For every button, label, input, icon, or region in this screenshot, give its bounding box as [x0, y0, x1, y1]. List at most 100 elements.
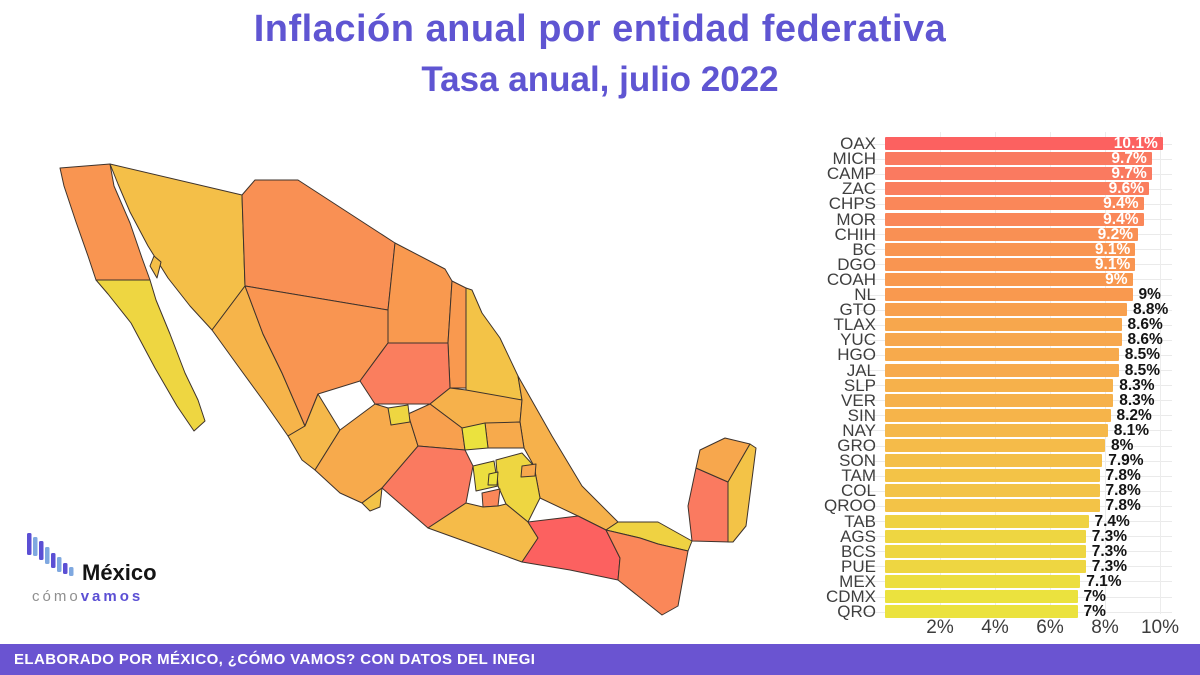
gridline-vertical	[940, 132, 941, 614]
value-label: 7.8%	[1105, 467, 1141, 485]
gridline-horizontal	[860, 249, 1172, 251]
category-label: CHPS	[828, 194, 876, 214]
state-BCS	[95, 279, 206, 432]
category-label: CDMX	[825, 587, 876, 606]
gridline-horizontal	[860, 158, 1172, 160]
gridline-horizontal	[860, 415, 1172, 417]
state-COL	[361, 487, 383, 512]
value-label: 7.4%	[1094, 512, 1130, 530]
category-label: VER	[841, 390, 876, 410]
logo-bar	[45, 547, 50, 564]
bar-QROO	[885, 499, 1100, 513]
state-NL	[447, 280, 467, 389]
category-label: MICH	[832, 149, 876, 169]
x-axis-tick: 8%	[1091, 617, 1119, 638]
gridline-horizontal	[860, 234, 1172, 236]
category-label: JAL	[846, 360, 876, 380]
bar-SLP	[885, 378, 1114, 392]
bar-COL	[885, 484, 1100, 498]
category-label: PUE	[841, 556, 876, 576]
category-label: BC	[852, 239, 876, 259]
bar-QRO	[885, 605, 1078, 619]
bar-NL	[885, 288, 1133, 301]
state-QRO	[461, 422, 489, 451]
value-label: 7.3%	[1091, 542, 1128, 560]
state-SON	[149, 255, 162, 279]
gridline-horizontal	[860, 445, 1172, 447]
bar-BC	[885, 242, 1136, 256]
value-label: 8.1%	[1113, 421, 1150, 439]
gridline-horizontal	[860, 566, 1172, 568]
logo-tagline-como: cómo	[32, 588, 81, 605]
gridline-vertical	[995, 132, 996, 614]
value-label: 7.8%	[1105, 497, 1141, 515]
source-bar: ELABORADO POR MÉXICO, ¿CÓMO VAMOS? CON D…	[0, 644, 1200, 675]
category-label: ZAC	[842, 179, 876, 199]
logo-bar	[63, 563, 68, 574]
category-label: YUC	[840, 330, 876, 350]
bar-GRO	[885, 439, 1105, 452]
category-label: COL	[841, 481, 876, 501]
value-label: 9.7%	[1111, 150, 1147, 168]
x-axis-tick: 10%	[1140, 617, 1180, 638]
gridline-horizontal	[860, 460, 1172, 462]
value-label: 9%	[1105, 270, 1128, 288]
x-axis-tick: 6%	[1036, 617, 1064, 638]
category-label: MEX	[839, 571, 876, 591]
bar-MEX	[885, 574, 1081, 588]
bar-CHIH	[885, 227, 1138, 241]
category-label: MOR	[836, 209, 876, 229]
state-COAH	[387, 242, 453, 344]
logo-bar	[57, 557, 62, 572]
gridline-horizontal	[860, 173, 1172, 175]
map-svg	[59, 163, 757, 616]
value-label: 9.4%	[1103, 195, 1139, 213]
value-label: 8.3%	[1119, 376, 1155, 394]
category-label: OAX	[840, 134, 876, 153]
category-label: SIN	[847, 405, 876, 425]
state-AGS	[387, 404, 411, 426]
gridline-horizontal	[860, 521, 1172, 522]
category-label: NL	[854, 285, 876, 304]
gridline-horizontal	[860, 279, 1172, 281]
page-title: Inflación anual por entidad federativa	[253, 8, 947, 50]
gridline-horizontal	[860, 536, 1172, 538]
bar-TLAX	[885, 318, 1122, 332]
value-label: 8%	[1111, 437, 1134, 454]
value-label: 9.6%	[1108, 180, 1144, 198]
value-label: 7.1%	[1086, 572, 1122, 590]
value-label: 7.3%	[1091, 527, 1128, 545]
bar-CAMP	[885, 167, 1152, 181]
gridline-horizontal	[860, 219, 1172, 220]
logo-tagline-vamos: vamos	[80, 588, 144, 605]
logo-bar	[33, 537, 38, 556]
value-label: 9.1%	[1094, 240, 1131, 258]
gridline-horizontal	[860, 596, 1172, 598]
value-label: 9.1%	[1094, 255, 1131, 273]
gridline-horizontal	[860, 475, 1172, 477]
category-label: SLP	[843, 375, 876, 395]
category-label: QRO	[837, 602, 876, 622]
category-label: COAH	[826, 269, 876, 289]
gridline-horizontal	[860, 385, 1172, 387]
category-label: TAB	[844, 511, 876, 531]
bar-SON	[885, 454, 1103, 468]
gridline-horizontal	[860, 324, 1172, 326]
category-label: HGO	[837, 345, 876, 365]
state-MOR	[481, 488, 501, 508]
bar-TAM	[885, 469, 1100, 483]
logo-tagline: cómovamos	[32, 588, 143, 605]
bar-ZAC	[885, 182, 1149, 196]
value-label: 10.1%	[1113, 135, 1158, 152]
bar-VER	[885, 393, 1114, 407]
page-subtitle: Tasa anual, julio 2022	[421, 60, 779, 99]
value-label: 7%	[1083, 588, 1106, 605]
value-label: 8.5%	[1124, 361, 1161, 379]
bar-TAB	[885, 514, 1089, 528]
bar-AGS	[885, 529, 1086, 543]
category-label: NAY	[842, 420, 876, 440]
bar-COAH	[885, 272, 1133, 286]
gridline-horizontal	[860, 505, 1172, 507]
gridline-horizontal	[860, 143, 1172, 145]
